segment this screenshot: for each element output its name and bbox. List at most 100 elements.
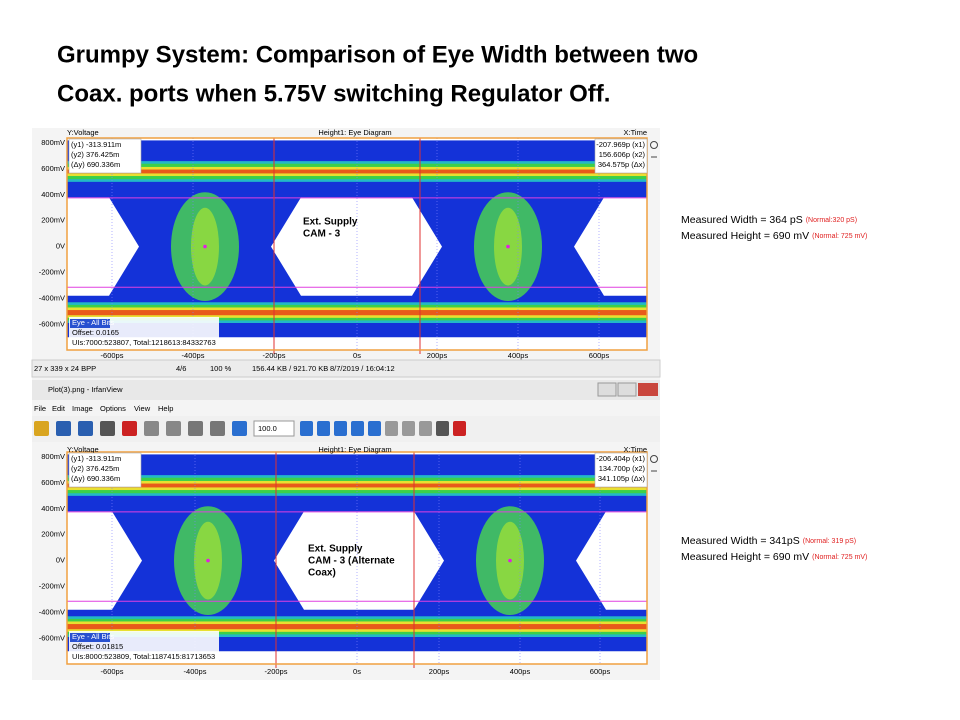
- y-tick-label: -200mV: [39, 267, 65, 276]
- cursor-readout: 341.105p (Δx): [598, 474, 646, 483]
- toolbar-button[interactable]: [317, 421, 330, 436]
- annotation: CAM - 3 (Alternate: [308, 556, 395, 567]
- toolbar-button[interactable]: [351, 421, 364, 436]
- measurement-value: Measured Width = 341pS: [681, 535, 800, 547]
- annotation: Ext. Supply: [308, 544, 363, 555]
- x-tick-label: 200ps: [429, 667, 450, 676]
- x-tick-label: 400ps: [508, 351, 529, 360]
- toolbar-button[interactable]: [334, 421, 347, 436]
- y-tick-label: 400mV: [41, 504, 65, 513]
- y-tick-label: -200mV: [39, 581, 65, 590]
- y-tick-label: -400mV: [39, 607, 65, 616]
- toolbar-button[interactable]: [419, 421, 432, 436]
- window-title: Plot(3).png - IrfanView: [48, 385, 123, 394]
- panel-control[interactable]: [650, 141, 658, 149]
- cursor-readout: 364.575p (Δx): [598, 160, 646, 169]
- measurement-normal: (Normal: 319 pS): [803, 538, 856, 545]
- eye-opening: [67, 511, 142, 610]
- toolbar-button[interactable]: [122, 421, 137, 436]
- cursor-readout: (y1) -313.911m: [71, 140, 121, 149]
- crossing: [777, 192, 845, 301]
- x-tick-label: 600ps: [590, 667, 611, 676]
- eye-opening: [271, 197, 442, 296]
- y-axis-label: Y:Voltage: [67, 445, 99, 454]
- menu-item[interactable]: Image: [72, 404, 93, 413]
- y-tick-label: 0V: [56, 242, 65, 251]
- info-line: Eye - All Bits: [72, 318, 114, 327]
- eye-opening: [576, 511, 647, 610]
- window-titlebar: [32, 380, 660, 400]
- x-tick-label: -400ps: [182, 351, 205, 360]
- x-tick-label: -200ps: [263, 351, 286, 360]
- window-button[interactable]: [617, 382, 637, 397]
- cursor-readout: (Δy) 690.336m: [71, 160, 120, 169]
- panel-control[interactable]: [650, 455, 658, 463]
- status-item: 4/6: [176, 364, 186, 373]
- x-tick-label: 400ps: [510, 667, 531, 676]
- eye-opening: [67, 197, 139, 296]
- toolbar-button[interactable]: [78, 421, 93, 436]
- y-axis-label: Y:Voltage: [67, 128, 99, 137]
- toolbar-button[interactable]: [210, 421, 225, 436]
- menu-item[interactable]: Options: [100, 404, 126, 413]
- info-line: UIs:7000:523807, Total:1218613:84332763: [72, 338, 216, 347]
- menu-item[interactable]: View: [134, 404, 151, 413]
- info-line: UIs:8000:523809, Total:1187415:81713653: [72, 652, 215, 661]
- x-axis-label: X:Time: [624, 445, 647, 454]
- x-tick-label: 0s: [353, 351, 361, 360]
- toolbar-button[interactable]: [34, 421, 49, 436]
- window-button[interactable]: [597, 382, 617, 397]
- annotation: CAM - 3: [303, 229, 341, 240]
- toolbar-button[interactable]: [402, 421, 415, 436]
- y-tick-label: 800mV: [41, 138, 65, 147]
- measurement-normal: (Normal:320 pS): [806, 217, 857, 224]
- y-tick-label: 800mV: [41, 452, 65, 461]
- info-line: Eye - All Bits: [72, 632, 114, 641]
- toolbar-button[interactable]: [453, 421, 466, 436]
- toolbar-button[interactable]: [166, 421, 181, 436]
- measurement: Measured Height = 690 mV (Normal: 725 mV): [681, 230, 867, 242]
- cursor-readout: -206.404p (x1): [596, 454, 645, 463]
- measurement-value: Measured Height = 690 mV: [681, 230, 809, 242]
- eye-label-bg: [70, 319, 110, 328]
- y-tick-label: 0V: [56, 556, 65, 565]
- measurement: Measured Height = 690 mV (Normal: 725 mV): [681, 551, 867, 563]
- status-item: 27 x 339 x 24 BPP: [34, 364, 96, 373]
- toolbar-button[interactable]: [368, 421, 381, 436]
- x-tick-label: 600ps: [589, 351, 610, 360]
- toolbar-button[interactable]: [100, 421, 115, 436]
- eye-label-bg: [70, 633, 110, 642]
- title-line: Coax. ports when 5.75V switching Regulat…: [57, 80, 610, 107]
- status-item: 156.44 KB / 921.70 KB: [252, 364, 328, 373]
- zoom-box[interactable]: [253, 420, 295, 437]
- y-tick-label: 200mV: [41, 530, 65, 539]
- measurement-normal: (Normal: 725 mV): [812, 233, 867, 240]
- x-tick-label: -600ps: [101, 351, 124, 360]
- cursor-readout: -207.969p (x1): [596, 140, 645, 149]
- toolbar-button[interactable]: [144, 421, 159, 436]
- toolbar-button[interactable]: [56, 421, 71, 436]
- cursor-readout: 156.606p (x2): [599, 150, 646, 159]
- menu-item[interactable]: File: [34, 404, 46, 413]
- toolbar-button[interactable]: [188, 421, 203, 436]
- x-tick-label: 200ps: [427, 351, 448, 360]
- measurement: Measured Width = 341pS (Normal: 319 pS): [681, 535, 856, 547]
- eye-opening: [574, 197, 647, 296]
- toolbar-button[interactable]: [300, 421, 313, 436]
- menu-item[interactable]: Help: [158, 404, 173, 413]
- y-tick-label: 600mV: [41, 164, 65, 173]
- toolbar-button[interactable]: [385, 421, 398, 436]
- window-close[interactable]: [638, 383, 658, 396]
- cursor-readout: (y1) -313.911m: [71, 454, 121, 463]
- eye-opening: [274, 511, 444, 610]
- toolbar-button[interactable]: [436, 421, 449, 436]
- y-tick-label: 600mV: [41, 478, 65, 487]
- crossing-marker: [203, 244, 207, 249]
- menu-item[interactable]: Edit: [52, 404, 66, 413]
- toolbar-button[interactable]: [232, 421, 247, 436]
- x-tick-label: -200ps: [265, 667, 288, 676]
- cursor-box: [594, 138, 648, 174]
- cursor-readout: (y2) 376.425m: [71, 150, 119, 159]
- measurement: Measured Width = 364 pS (Normal:320 pS): [681, 214, 857, 226]
